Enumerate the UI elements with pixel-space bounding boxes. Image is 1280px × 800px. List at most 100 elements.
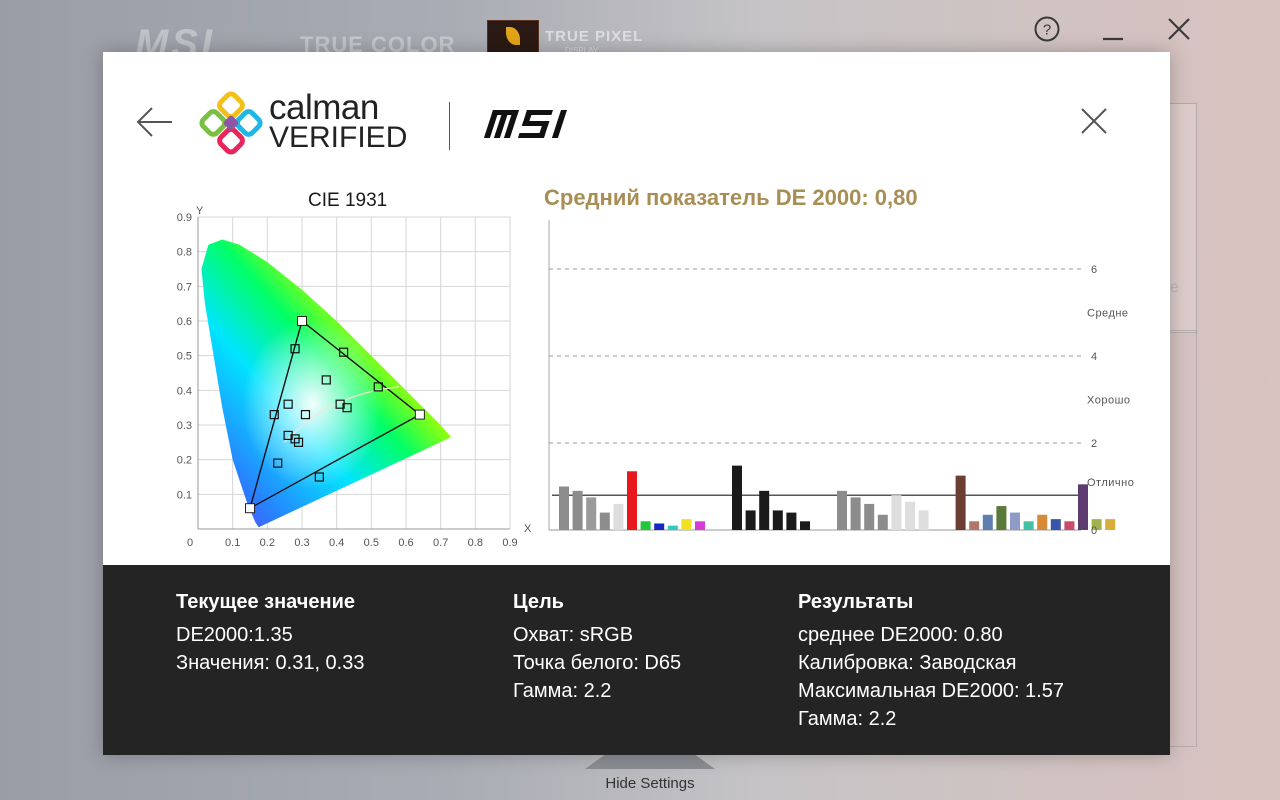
cie-y-tick-label: 0.8 [177, 247, 192, 259]
cie-y-tick-label: 0.3 [177, 420, 192, 432]
measured-point-marker [314, 472, 324, 482]
msi-logo [483, 110, 567, 138]
de-bar [745, 510, 756, 530]
de-zone-label: Хорошо [1087, 395, 1131, 407]
target-gamma: Гамма: 2.2 [513, 680, 612, 702]
close-icon [1168, 18, 1190, 40]
de-bar [1037, 514, 1048, 530]
hide-settings-button[interactable]: Hide Settings [585, 755, 715, 800]
average-de2000: среднее DE2000: 0.80 [798, 624, 1003, 646]
de-bar [759, 490, 770, 530]
background-panel-text-fragment: e [1170, 279, 1179, 296]
help-button[interactable]: ? [1032, 14, 1062, 44]
srgb-gamut-triangle [248, 319, 422, 510]
cie-x-tick-label: 0.2 [260, 537, 275, 549]
de-bar [667, 525, 678, 530]
de-bar [982, 514, 993, 530]
current-xy-values: Значения: 0.31, 0.33 [176, 652, 365, 674]
max-de2000: Максимальная DE2000: 1.57 [798, 680, 1064, 702]
current-value-heading: Текущее значение [176, 591, 356, 613]
gamut-target-marker [245, 503, 255, 514]
measured-point-marker [300, 410, 311, 420]
de-bar [732, 465, 742, 530]
de-bar [695, 521, 705, 530]
cie-x-tick-label: 0.4 [329, 537, 344, 549]
cie-x-tick-label: 0.7 [433, 537, 448, 549]
back-button[interactable] [135, 104, 175, 140]
de-bar [969, 521, 980, 530]
cie-1931-chromaticity-chart: 0 0.1 0.2 0.3 0.4 0.5 0.6 0.7 0.8 0.9 0.1 0.2 0.3 0.4… [177, 205, 532, 549]
background-settings-panel-lower [1170, 330, 1197, 747]
measured-point-marker [342, 403, 352, 413]
cie-y-tick-label: 0.1 [177, 489, 192, 501]
current-value-column: Текущее значение DE2000:1.35 Значения: 0… [176, 591, 364, 677]
results-heading: Результаты [798, 591, 914, 613]
target-column: Цель Охват: sRGB Точка белого: D65 Гамма… [513, 591, 681, 705]
de-bar [654, 523, 665, 530]
de2000-chart-title: Средний показатель DE 2000: 0,80 [544, 185, 918, 210]
measured-point-marker [283, 399, 293, 409]
de-bar [772, 510, 783, 530]
measured-point-marker [283, 430, 293, 440]
true-pixel-logo-icon [487, 20, 539, 56]
verified-wordmark: VERIFIED [269, 121, 408, 154]
cie-x-tick-label: 0.6 [398, 537, 413, 549]
hide-settings-tab-shape [585, 755, 715, 769]
de-bar [786, 512, 797, 530]
cie-y-tick-label: 0.2 [177, 455, 192, 467]
help-icon: ? [1034, 16, 1060, 42]
de-bar [599, 512, 610, 530]
de-bar [800, 521, 810, 530]
background-settings-panel [1170, 103, 1197, 333]
current-de2000-value: DE2000:1.35 [176, 624, 293, 646]
gamut-target-marker [297, 316, 307, 326]
de-bar [1064, 521, 1075, 530]
results-panel: Текущее значение DE2000:1.35 Значения: 0… [103, 565, 1170, 755]
de-bar [891, 495, 902, 530]
minimize-icon [1103, 37, 1123, 41]
calibration-type: Калибровка: Заводская [798, 652, 1017, 674]
hide-settings-label: Hide Settings [605, 775, 695, 792]
gamut-target-marker [414, 409, 425, 420]
cie-x-tick-label: 0.8 [468, 537, 483, 549]
measured-point-marker [290, 344, 300, 354]
de-bar [1050, 519, 1061, 530]
cie-y-tick-label: 0.6 [177, 316, 192, 328]
de-y-tick-label: 6 [1091, 264, 1097, 276]
de-y-tick-label: 4 [1091, 351, 1097, 363]
cie-y-axis-label: Y [196, 205, 204, 217]
results-column: Результаты среднее DE2000: 0.80 Калибров… [798, 591, 1064, 733]
measured-point-marker [269, 410, 279, 420]
de-bar [586, 497, 597, 530]
calman-verified-dialog: calman VERIFIED CIE 1931 0 0.1 0.2 0.3 0.4 0.… [103, 52, 1170, 755]
de-bar [955, 475, 966, 530]
de-bar [837, 490, 847, 530]
cie-x-tick-label: 0.3 [294, 537, 309, 549]
measured-point-marker [321, 375, 331, 385]
de-bar [1105, 519, 1116, 530]
de-bar [613, 503, 624, 530]
de-bar [627, 471, 637, 530]
calman-logo-icon [199, 91, 263, 155]
measured-point-marker [273, 458, 283, 468]
de-bar [996, 506, 1007, 530]
de-bar [918, 510, 929, 530]
cie-x-tick-label: 0.5 [364, 537, 379, 549]
results-gamma: Гамма: 2.2 [798, 708, 897, 730]
window-close-button[interactable] [1164, 14, 1194, 44]
de-bar [1010, 512, 1020, 530]
calman-wordmark: calman [269, 88, 379, 127]
de-bar [559, 486, 569, 530]
dialog-close-button[interactable] [1077, 104, 1111, 138]
background-true-pixel-subtitle: DISPLAY [565, 46, 599, 55]
cie-x-tick-label: 0.9 [502, 537, 517, 549]
de-zone-label: Отлично [1087, 477, 1134, 489]
minimize-button[interactable] [1098, 14, 1128, 44]
cie-x-axis-label: X [524, 523, 532, 535]
de-y-tick-label: 2 [1091, 438, 1097, 450]
de-bar [681, 519, 692, 530]
cie-chart-title: CIE 1931 [308, 190, 388, 211]
de-bar [1091, 519, 1102, 530]
cie-y-tick-label: 0.9 [177, 212, 192, 224]
